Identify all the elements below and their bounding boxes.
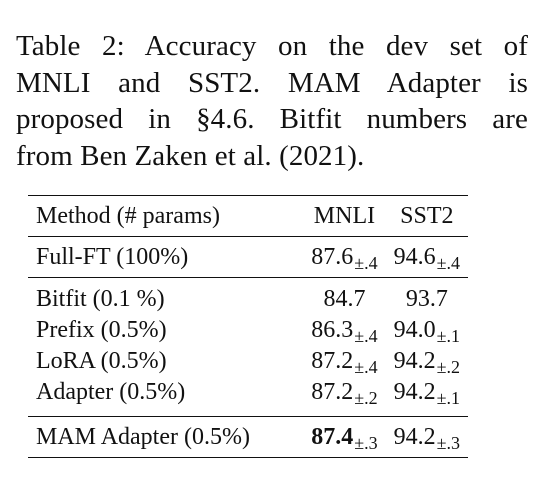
table-row: LoRA (0.5%) 87.2±.4 94.2±.2 [28,346,468,377]
sst2-cell: 94.0±.1 [393,317,461,346]
header-sst2: SST2 [400,202,454,229]
method-cell: Adapter (0.5%) [36,379,186,405]
method-cell: LoRA (0.5%) [36,348,167,374]
caption-line-4: from Ben Zaken et al. (2021). [16,139,365,172]
table-header-row: Method (# params) MNLI SST2 [28,195,468,237]
caption-line-2: MNLI and SST2. MAM Adapter is [16,66,528,99]
mnli-cell: 87.2±.4 [311,348,378,377]
method-cell: Bitfit (0.1 %) [36,286,165,312]
header-method: Method (# params) [36,202,220,229]
method-cell: MAM Adapter (0.5%) [36,423,250,450]
caption-line-3: proposed in §4.6. Bitfit numbers are [16,103,528,135]
sst2-cell: 94.2±.2 [393,348,461,377]
table-row: Prefix (0.5%) 86.3±.4 94.0±.1 [28,315,468,346]
sst2-cell: 93.7 [405,286,448,312]
mnli-cell: 84.7 [323,286,366,312]
table-row: Bitfit (0.1 %) 84.7 93.7 [28,277,468,316]
mnli-cell: 86.3±.4 [311,317,378,346]
mnli-cell: 87.4±.3 [311,423,378,453]
mnli-cell: 87.2±.2 [311,379,378,408]
header-mnli: MNLI [313,202,376,229]
sst2-cell: 94.2±.3 [393,423,461,453]
caption-line-1: Table 2: Accuracy on the dev set of [16,30,528,62]
method-cell: Full-FT (100%) [36,243,189,270]
table-row: MAM Adapter (0.5%) 87.4±.3 94.2±.3 [28,416,468,458]
results-table: Method (# params) MNLI SST2 Full-FT (100… [28,195,468,458]
table-row: Full-FT (100%) 87.6±.4 94.6±.4 [28,236,468,278]
sst2-cell: 94.2±.1 [393,379,461,408]
sst2-cell: 94.6±.4 [393,243,461,273]
table-row: Adapter (0.5%) 87.2±.2 94.2±.1 [28,377,468,417]
mnli-cell: 87.6±.4 [311,243,378,273]
table-caption: Table 2: Accuracy on the dev set of MNLI… [16,28,528,174]
method-cell: Prefix (0.5%) [36,317,167,343]
